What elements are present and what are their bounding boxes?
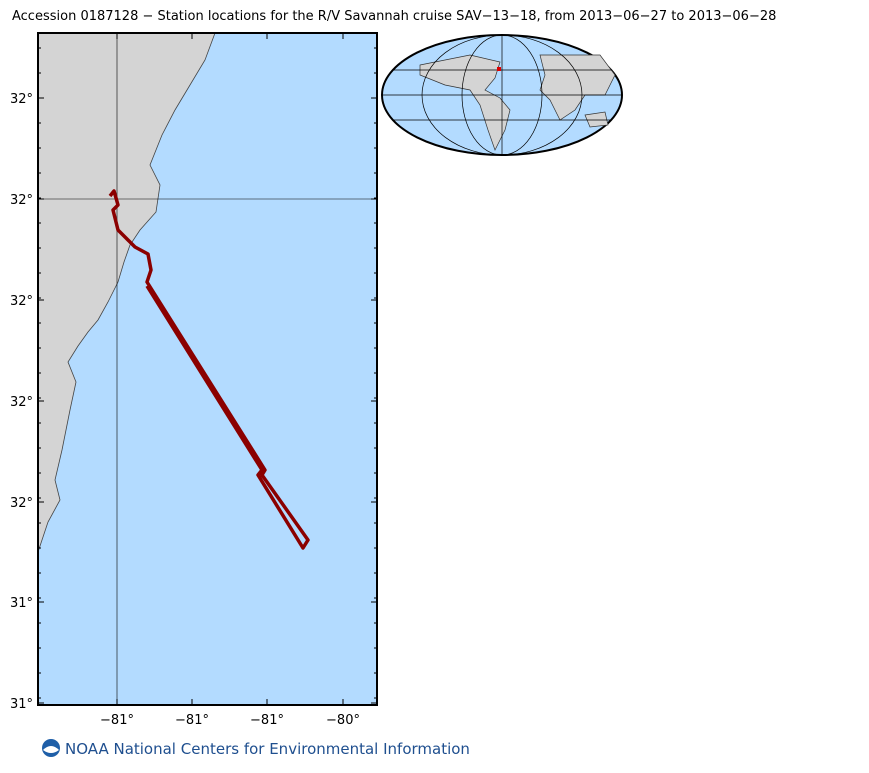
y-tick-label: 32° <box>10 496 33 511</box>
main-map <box>37 32 378 706</box>
y-tick-label: 32° <box>10 294 33 309</box>
footer-text: NOAA National Centers for Environmental … <box>65 740 470 758</box>
y-tick-label: 31° <box>10 697 33 712</box>
x-tick-label: −81° <box>100 713 134 728</box>
y-tick-label: 32° <box>10 395 33 410</box>
x-tick-label: −80° <box>326 713 360 728</box>
y-tick-label: 32° <box>10 193 33 208</box>
land <box>37 32 216 553</box>
cruise-track <box>108 189 310 550</box>
australia <box>584 111 609 128</box>
map-frame <box>37 32 378 706</box>
x-tick-label: −81° <box>175 713 209 728</box>
cruise-location <box>497 67 501 71</box>
y-tick-label: 31° <box>10 596 33 611</box>
noaa-logo-bird <box>43 746 59 753</box>
footer: NOAA National Centers for Environmental … <box>42 739 470 758</box>
globe-graticule <box>382 34 622 156</box>
tick-marks <box>38 33 377 705</box>
y-tick-label: 32° <box>10 92 33 107</box>
x-tick-label: −81° <box>250 713 284 728</box>
globe-inset <box>381 34 623 156</box>
title: Accession 0187128 − Station locations fo… <box>12 9 776 24</box>
